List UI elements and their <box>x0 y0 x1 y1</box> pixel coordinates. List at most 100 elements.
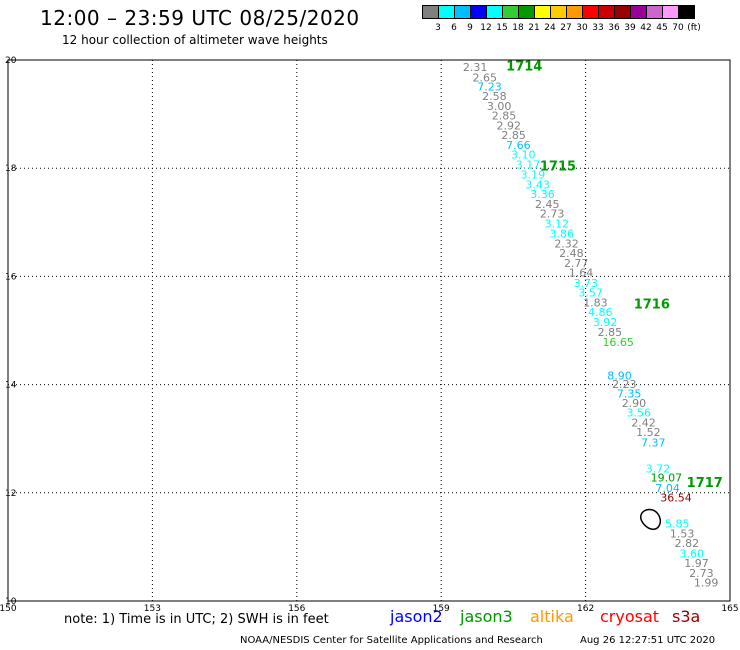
x-tick-label: 165 <box>721 604 738 614</box>
swh-point-label: 3.72 <box>646 462 671 475</box>
time-label: 1715 <box>540 159 576 174</box>
colorbar-label: 36 <box>608 23 620 33</box>
swh-point-label: 3.17 <box>516 158 541 171</box>
colorbar-label: 12 <box>480 23 492 33</box>
swh-point-label: 3.12 <box>545 217 570 230</box>
x-tick-label: 162 <box>577 604 594 614</box>
time-label: 1714 <box>506 59 542 74</box>
colorbar-label: 45 <box>656 23 668 33</box>
swh-point-label: 7.37 <box>641 436 666 449</box>
colorbar-label: 6 <box>451 23 457 33</box>
swh-point-label: 7.04 <box>655 482 680 495</box>
chart-subtitle: 12 hour collection of altimeter wave hei… <box>62 33 328 47</box>
swh-point-label: 36.54 <box>660 492 692 505</box>
x-tick-label: 150 <box>0 604 17 614</box>
colorbar-label: 30 <box>576 23 588 33</box>
footer-credit: NOAA/NESDIS Center for Satellite Applica… <box>240 635 543 646</box>
axis-tick-labels: 150 153 156 159 162 165 10 12 14 16 18 20 <box>0 56 739 614</box>
satellite-legend-entry: altika <box>530 607 574 626</box>
colorbar-label: 3 <box>435 23 441 33</box>
swh-point-label: 3.10 <box>511 149 536 162</box>
swh-point-label: 2.23 <box>612 378 637 391</box>
swh-point-label: 19.07 <box>651 472 683 485</box>
swh-point-label: 3.73 <box>574 277 599 290</box>
chart-title: 12:00 – 23:59 UTC 08/25/2020 <box>40 6 360 30</box>
swh-point-label: 1.64 <box>569 267 594 280</box>
contour-outline <box>640 508 662 530</box>
colorbar-swatch <box>678 5 695 19</box>
swh-point-label: 8.90 <box>607 369 632 382</box>
satellite-legend-entry: jason2 <box>390 607 443 626</box>
data-points: 2.312.657.232.583.002.852.922.857.663.10… <box>463 61 719 590</box>
colorbar-label: 21 <box>528 23 540 33</box>
swh-point-label: 1.52 <box>636 426 661 439</box>
colorbar-label: 39 <box>624 23 636 33</box>
swh-point-label: 3.57 <box>578 287 603 300</box>
swh-point-label: 7.35 <box>617 387 642 400</box>
time-label: 1717 <box>687 476 723 491</box>
swh-point-label: 1.53 <box>670 527 695 540</box>
colorbar-label: 18 <box>512 23 524 33</box>
colorbar-label: 42 <box>640 23 652 33</box>
colorbar-label: 9 <box>467 23 473 33</box>
plot-grid <box>8 60 730 601</box>
swh-point-label: 2.58 <box>482 90 507 103</box>
swh-point-label: 2.32 <box>554 237 579 250</box>
swh-point-label: 3.00 <box>487 100 512 113</box>
swh-point-label: 2.73 <box>689 567 714 580</box>
swh-point-label: 2.85 <box>492 110 517 123</box>
swh-point-label: 5.85 <box>665 518 690 531</box>
colorbar-swatches <box>422 5 695 19</box>
swh-point-label: 2.73 <box>540 208 565 221</box>
footer-timestamp: Aug 26 12:27:51 UTC 2020 <box>580 635 716 646</box>
colorbar-label: 70 <box>672 23 684 33</box>
time-labels: 1714 1715 1716 1717 <box>506 59 723 491</box>
y-tick-label: 12 <box>5 489 16 499</box>
plot-frame <box>7 59 731 602</box>
y-tick-label: 20 <box>5 56 17 66</box>
swh-point-label: 3.19 <box>521 169 546 182</box>
x-tick-label: 156 <box>288 604 305 614</box>
colorbar-labels: 3 6 9 12 15 18 21 24 27 30 33 36 39 42 45 70 (ft) <box>422 23 740 35</box>
swh-point-label: 2.48 <box>559 247 584 260</box>
swh-point-label: 2.82 <box>675 537 700 550</box>
colorbar-label: 24 <box>544 23 556 33</box>
colorbar-label: (ft) <box>687 23 701 33</box>
swh-point-label: 2.90 <box>622 397 647 410</box>
colorbar-label: 27 <box>560 23 572 33</box>
swh-point-label: 2.31 <box>463 61 488 74</box>
satellite-legend-entry: jason3 <box>460 607 513 626</box>
swh-point-label: 2.65 <box>472 71 497 84</box>
colorbar-label: 15 <box>496 23 508 33</box>
colorbar-label: 33 <box>592 23 604 33</box>
x-tick-label: 153 <box>144 604 161 614</box>
time-label: 1716 <box>634 297 670 312</box>
swh-point-label: 1.99 <box>694 577 719 590</box>
swh-point-label: 7.23 <box>477 81 502 94</box>
swh-point-label: 3.36 <box>530 188 555 201</box>
swh-point-label: 3.56 <box>627 407 652 420</box>
swh-point-label: 16.65 <box>602 336 634 349</box>
swh-point-label: 2.85 <box>501 129 526 142</box>
swh-point-label: 2.45 <box>535 198 560 211</box>
swh-point-label: 1.97 <box>684 557 709 570</box>
swh-point-label: 2.85 <box>598 326 623 339</box>
colorbar: 3 6 9 12 15 18 21 24 27 30 33 36 39 42 45 70 (ft) <box>422 5 701 33</box>
swh-point-label: 2.42 <box>631 416 656 429</box>
swh-point-label: 3.60 <box>679 547 704 560</box>
satellite-legend-entry: s3a <box>672 607 701 626</box>
contours <box>640 508 662 530</box>
x-tick-label: 159 <box>433 604 450 614</box>
swh-point-label: 3.86 <box>550 228 575 241</box>
swh-point-label: 7.66 <box>506 139 531 152</box>
y-tick-label: 14 <box>5 381 17 391</box>
swh-point-label: 1.83 <box>583 296 608 309</box>
swh-point-label: 2.92 <box>497 119 522 132</box>
footer-note: note: 1) Time is in UTC; 2) SWH is in fe… <box>64 612 329 627</box>
y-tick-label: 18 <box>5 164 17 174</box>
swh-point-label: 3.92 <box>593 316 618 329</box>
swh-point-label: 2.77 <box>564 257 589 270</box>
y-tick-label: 16 <box>5 272 17 282</box>
